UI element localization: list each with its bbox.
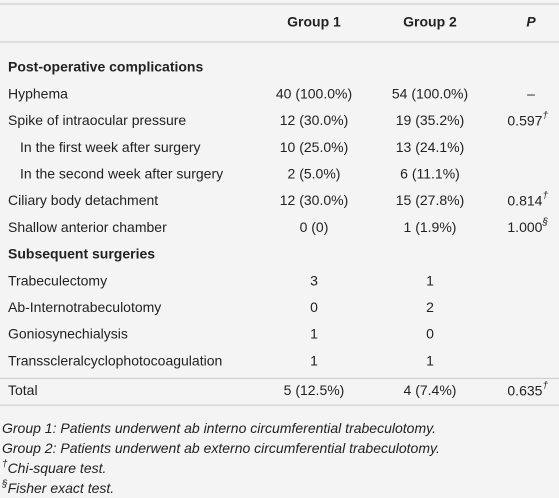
cell: 3 <box>310 272 318 288</box>
footnote: §Fisher exact test. <box>1 479 114 496</box>
p-value: 0.814† <box>507 190 548 208</box>
p-text: 1.000 <box>507 219 542 235</box>
row-label: Total <box>8 382 38 398</box>
cell: 0 <box>310 299 318 315</box>
cell: 1 <box>426 352 434 368</box>
row-label: In the first week after surgery <box>20 139 201 155</box>
p-text: 0.814 <box>507 192 542 208</box>
row-label: Hyphema <box>8 85 68 101</box>
row-label: Ciliary body detachment <box>8 192 158 208</box>
footnote: Group 2: Patients underwent ab externo c… <box>2 440 440 456</box>
p-text: 0.597 <box>507 112 542 128</box>
row-label: In the second week after surgery <box>20 166 223 182</box>
cell: 54 (100.0%) <box>392 85 468 101</box>
p-value: 0.597† <box>507 110 548 128</box>
cell: 0 (0) <box>300 219 329 235</box>
footnote-text: Fisher exact test. <box>8 480 115 496</box>
cell: 15 (27.8%) <box>396 192 464 208</box>
cell: 13 (24.1%) <box>396 139 464 155</box>
p-text: 0.635 <box>507 382 542 398</box>
p-mark: † <box>542 190 548 201</box>
p-value: 1.000§ <box>507 217 548 235</box>
row-label: Spike of intraocular pressure <box>8 112 186 128</box>
cell: 2 <box>426 299 434 315</box>
cell: 10 (25.0%) <box>280 139 348 155</box>
row-label: Ab-Internotrabeculotomy <box>8 299 161 315</box>
cell: 1 <box>310 352 318 368</box>
p-mark: † <box>542 380 548 391</box>
col-header: Group 1 <box>287 14 341 30</box>
p-mark: † <box>542 110 548 121</box>
row-label: Shallow anterior chamber <box>8 219 167 235</box>
cell: 12 (30.0%) <box>280 112 348 128</box>
row-label: Trabeculectomy <box>8 272 107 288</box>
footnote: †Chi-square test. <box>2 459 106 476</box>
section-label: Post-operative complications <box>8 59 203 75</box>
cell: 4 (7.4%) <box>404 382 457 398</box>
footnote-text: Group 2: Patients underwent ab externo c… <box>2 440 440 456</box>
footnote-text: Chi-square test. <box>8 460 107 476</box>
footnote-mark: † <box>2 459 8 470</box>
footnote-mark: § <box>1 479 8 490</box>
cell: 40 (100.0%) <box>276 85 352 101</box>
cell: 1 (1.9%) <box>404 219 457 235</box>
p-value: – <box>527 85 535 101</box>
col-header: P <box>526 14 536 30</box>
cell: 2 (5.0%) <box>288 166 341 182</box>
p-mark: § <box>541 217 548 228</box>
cell: 0 <box>426 326 434 342</box>
row-label: Goniosynechialysis <box>8 326 128 342</box>
cell: 5 (12.5%) <box>284 382 345 398</box>
cell: 12 (30.0%) <box>280 192 348 208</box>
p-value: 0.635† <box>507 380 548 398</box>
row-label: Transscleralcyclophotocoagulation <box>8 352 222 368</box>
section-label: Subsequent surgeries <box>8 246 155 262</box>
p-text: – <box>527 85 535 101</box>
cell: 19 (35.2%) <box>396 112 464 128</box>
col-header: Group 2 <box>403 14 457 30</box>
cell: 1 <box>310 326 318 342</box>
footnote: Group 1: Patients underwent ab interno c… <box>2 420 436 436</box>
cell: 6 (11.1%) <box>400 166 460 182</box>
cell: 1 <box>426 272 434 288</box>
footnote-text: Group 1: Patients underwent ab interno c… <box>2 420 436 436</box>
